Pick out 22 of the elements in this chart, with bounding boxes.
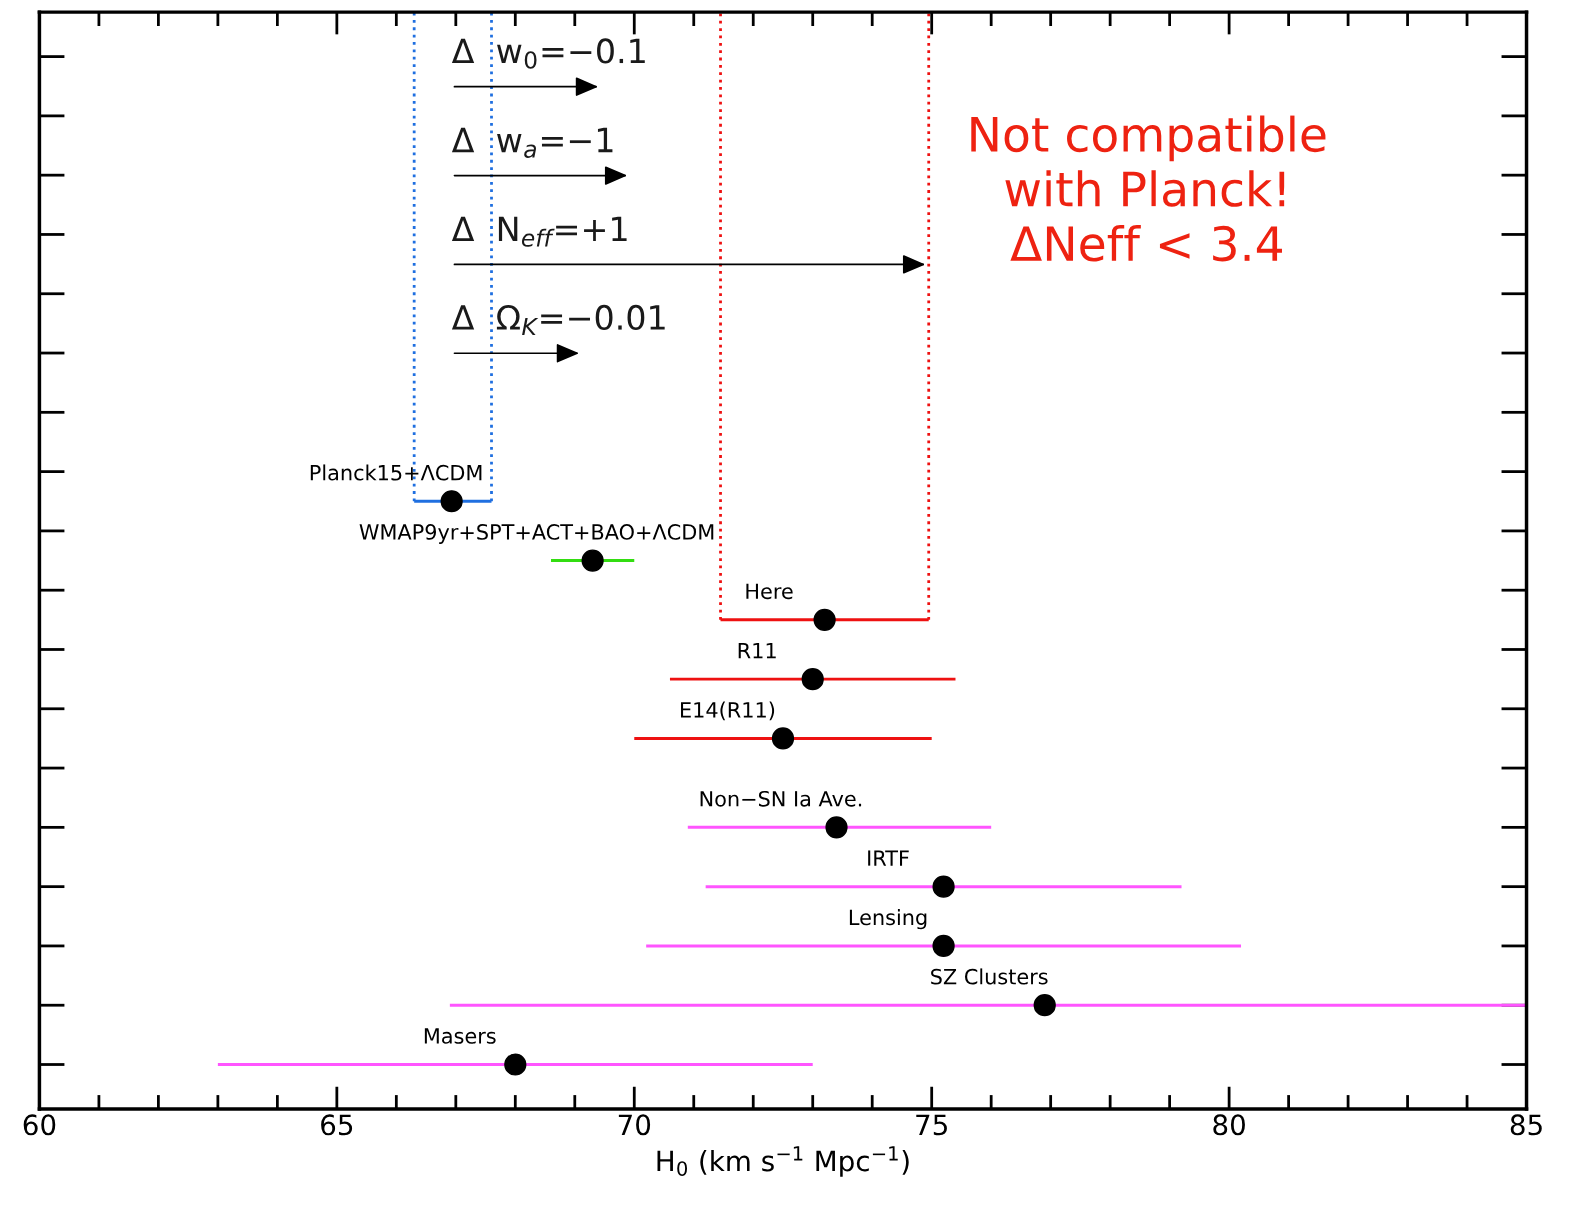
x-tick-label: 60 <box>23 1114 56 1136</box>
series-label: Masers <box>424 1028 496 1044</box>
annotation: Δ w$_{a}$=−1 <box>451 127 613 158</box>
series-label: Planck15+ΛCDM <box>310 464 482 481</box>
x-tick-label: 70 <box>618 1114 651 1136</box>
annotation: Not compatible with Planck! ΔNeff < 3.4 <box>971 115 1326 262</box>
x-tick-label: 65 <box>321 1114 353 1136</box>
x-axis-title: H$_{0}$ (km s$^{−1}$ Mpc$^{−1}$) <box>657 1146 909 1177</box>
series-label: E14(R11) <box>681 701 775 721</box>
x-tick-label: 75 <box>916 1114 947 1136</box>
series-label: Lensing <box>849 909 927 930</box>
series-label: Here <box>746 583 793 600</box>
x-tick-label: 85 <box>1510 1114 1542 1136</box>
annotation: Δ Ω$_{K}$=−0.01 <box>451 304 665 336</box>
annotation: Δ w$_{0}$=−0.1 <box>451 38 645 69</box>
series-label: IRTF <box>868 850 909 866</box>
annotation: Δ N$_{eff}$=+1 <box>451 216 627 247</box>
x-tick-label: 80 <box>1213 1114 1245 1136</box>
series-label: SZ Clusters <box>931 968 1048 985</box>
series-label: Non−SN Ia Ave. <box>700 790 862 807</box>
series-label: R11 <box>738 642 776 659</box>
text: WMAP9yr+SPT+ACT+BAO+ΛCDM <box>359 524 714 544</box>
